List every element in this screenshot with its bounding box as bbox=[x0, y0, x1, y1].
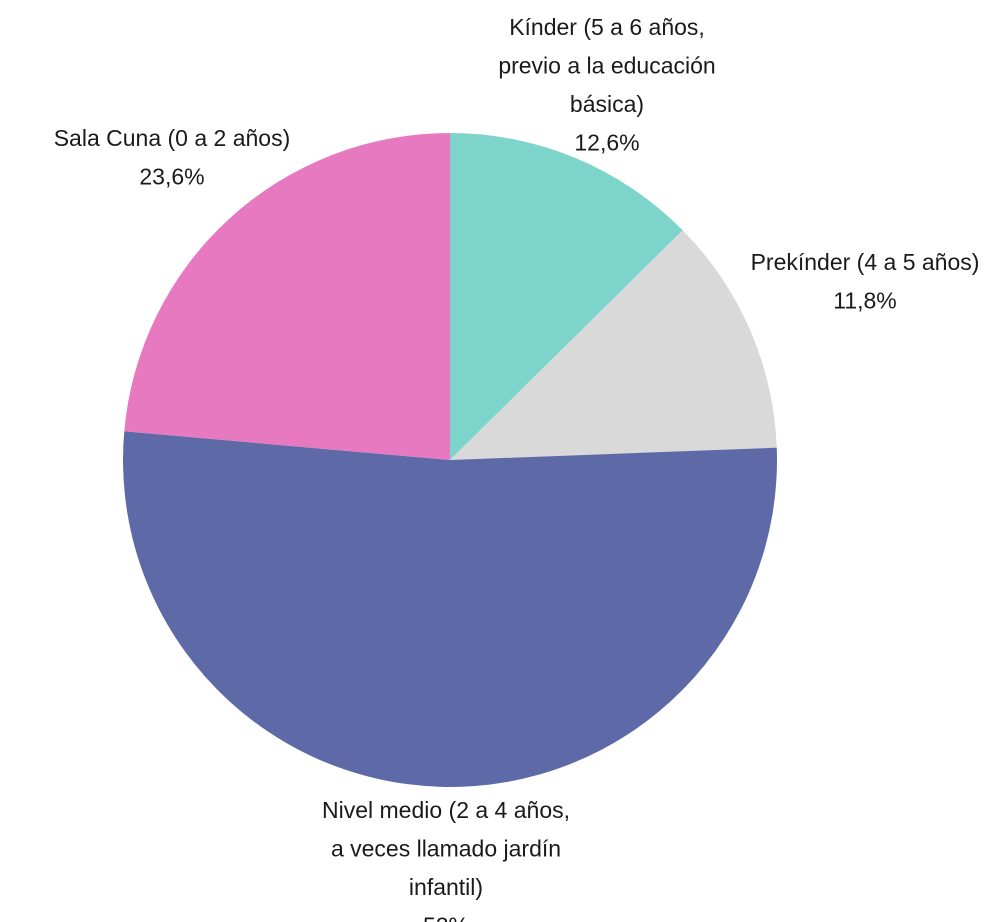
pie-slice-2 bbox=[123, 431, 778, 787]
slice-label-1: Prekínder (4 a 5 años) 11,8% bbox=[751, 249, 980, 314]
slice-value-2: 52% bbox=[423, 913, 469, 922]
slice-label-line: infantil) bbox=[409, 874, 483, 900]
slice-label-0: Kínder (5 a 6 años, previo a la educación… bbox=[498, 14, 715, 156]
slice-label-line: Prekínder (4 a 5 años) bbox=[751, 249, 980, 275]
slice-label-3: Sala Cuna (0 a 2 años) 23,6% bbox=[54, 125, 291, 190]
slice-value-1: 11,8% bbox=[833, 288, 897, 314]
slice-label-line: previo a la educación bbox=[498, 53, 715, 79]
slice-labels: Kínder (5 a 6 años, previo a la educación… bbox=[54, 14, 980, 922]
slice-label-line: Kínder (5 a 6 años, bbox=[509, 14, 705, 40]
slice-label-line: Nivel medio (2 a 4 años, bbox=[322, 797, 570, 823]
slice-value-3: 23,6% bbox=[139, 164, 204, 190]
slice-label-2: Nivel medio (2 a 4 años, a veces llamado … bbox=[322, 797, 570, 922]
slice-label-line: Sala Cuna (0 a 2 años) bbox=[54, 125, 291, 151]
pie-slice-1 bbox=[450, 230, 777, 460]
slice-label-line: básica) bbox=[570, 91, 644, 117]
slice-label-line: a veces llamado jardín bbox=[331, 836, 561, 862]
slice-value-0: 12,6% bbox=[574, 130, 639, 156]
pie-slice-3 bbox=[124, 133, 450, 460]
pie-slices bbox=[123, 133, 778, 787]
pie-slice-0 bbox=[450, 133, 683, 460]
